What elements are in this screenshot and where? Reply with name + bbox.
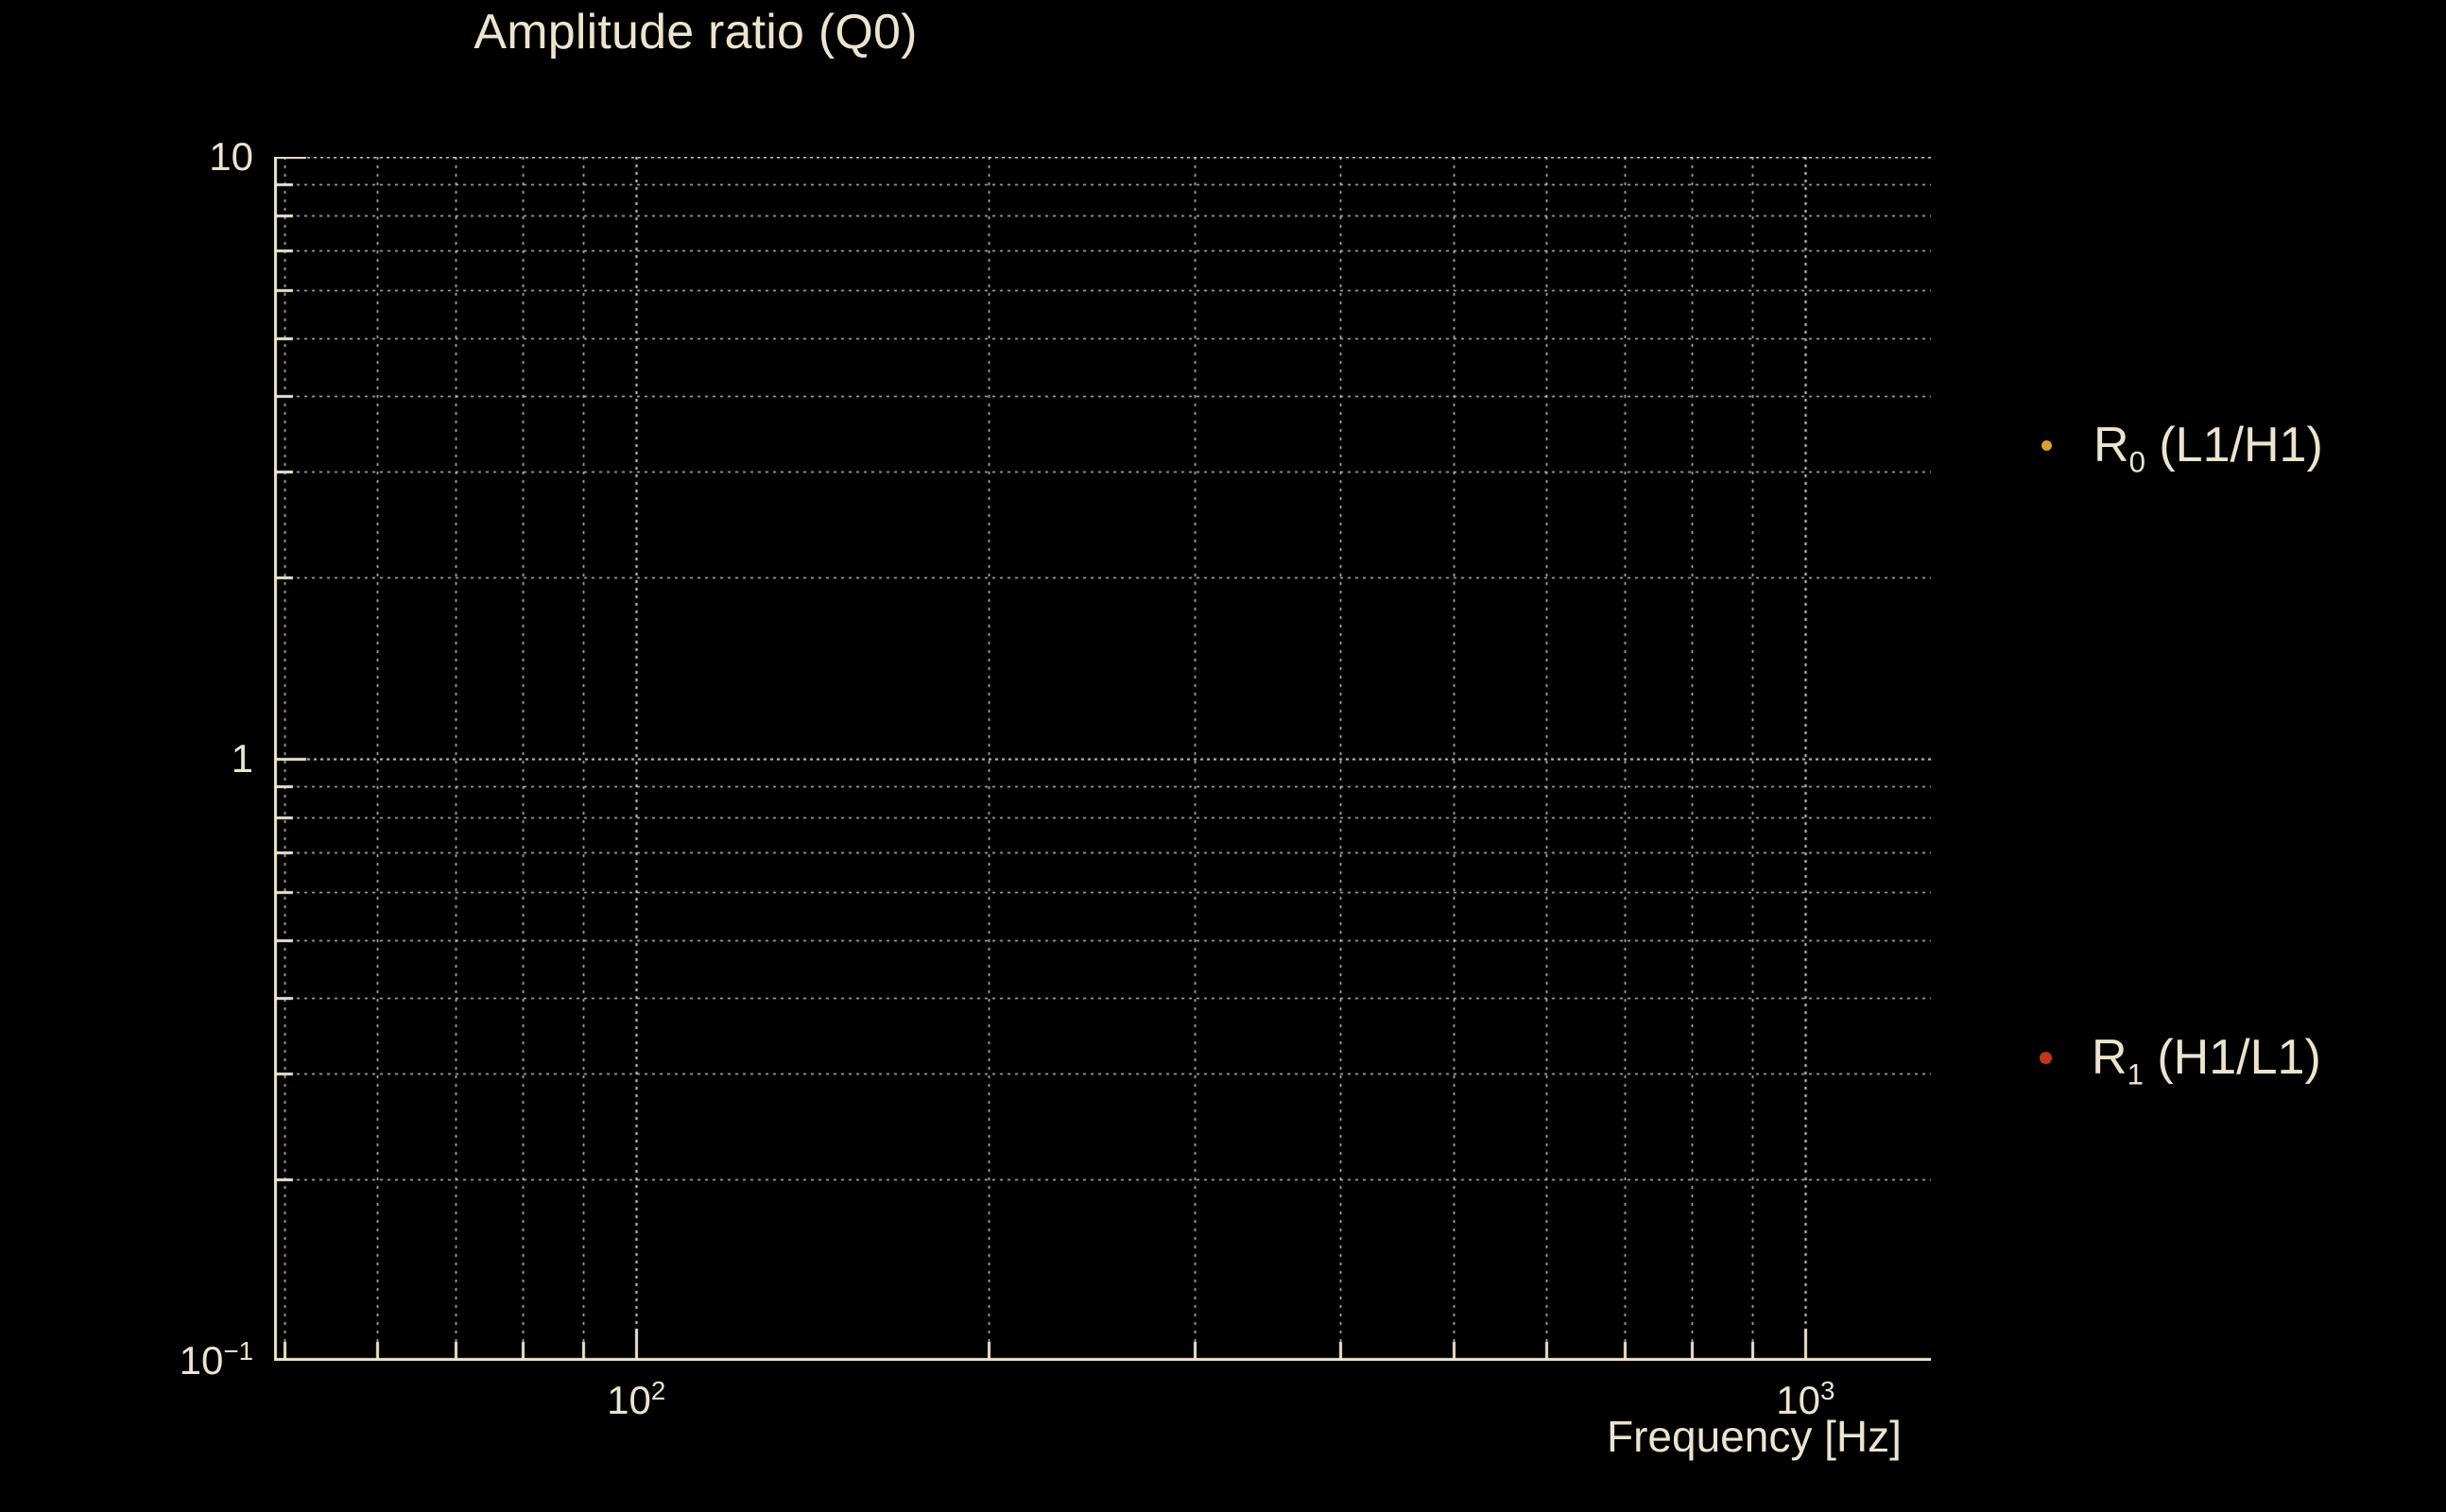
legend-entry-r1[interactable]: R1 (H1/L1) [2021,1030,2321,1089]
legend-label-r0: R0 (L1/H1) [2093,418,2323,476]
legend-entry-r0[interactable]: R0 (L1/H1) [2021,418,2323,476]
x-tick-0-exponent: 2 [650,1376,666,1405]
legend-0-base: R [2093,418,2129,472]
legend-label-r1: R1 (H1/L1) [2092,1030,2321,1089]
chart-title-text: Amplitude ratio (Q0) [474,5,918,60]
legend-marker-icon-r1 [2040,1051,2052,1064]
x-tick-1-base: 10 [1776,1378,1821,1422]
y-tick-2-base: 10 [179,1338,224,1383]
legend-0-rest: (L1/H1) [2145,418,2323,472]
x-tick-1-exponent: 3 [1820,1376,1835,1405]
chart-title: Amplitude ratio (Q0) [0,4,2446,60]
plot-area [274,157,1931,1361]
x-axis-title: Frequency [Hz] [1607,1412,1902,1461]
legend-marker-icon-r0 [2041,439,2052,451]
y-tick-label-1: 1 [232,736,253,782]
y-tick-label-10: 10 [209,134,253,180]
legend-0-sub: 0 [2128,445,2145,479]
y-tick-0-base: 10 [209,134,253,179]
x-tick-label-100: 102 [607,1378,665,1423]
legend-1-sub: 1 [2127,1057,2144,1091]
y-tick-1-base: 1 [231,736,253,781]
x-tick-label-1000: 103 [1776,1378,1834,1423]
y-tick-2-exponent: −1 [223,1336,253,1366]
y-tick-label-0p1: 10−1 [180,1338,253,1383]
legend-1-base: R [2092,1030,2127,1085]
legend-1-rest: (H1/L1) [2143,1030,2321,1085]
grid-canvas [274,157,1931,1361]
legend: R0 (L1/H1) R1 (H1/L1) [2004,0,2446,1512]
x-tick-0-base: 10 [607,1378,651,1422]
